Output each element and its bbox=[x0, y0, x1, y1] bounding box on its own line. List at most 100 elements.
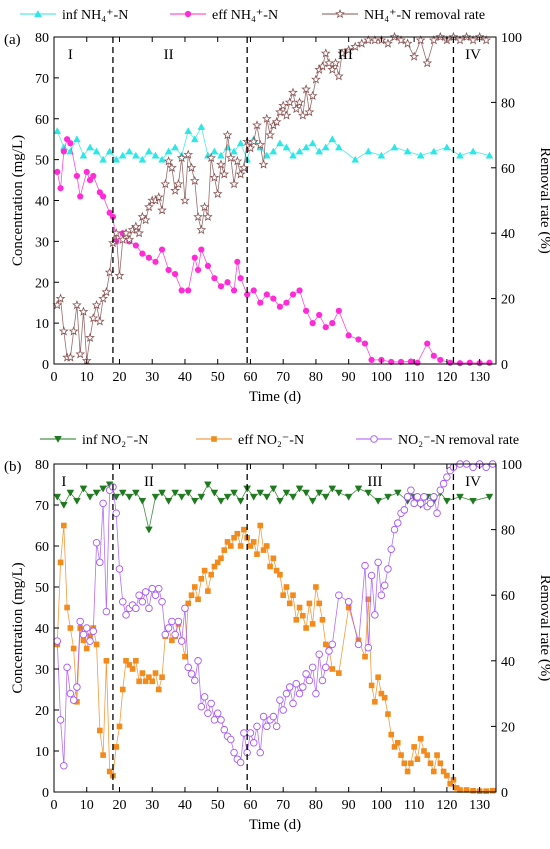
data-point bbox=[101, 286, 112, 297]
x-tick-label: 0 bbox=[51, 370, 58, 385]
data-point bbox=[411, 744, 417, 750]
x-tick-label: 70 bbox=[276, 370, 290, 385]
data-point bbox=[368, 682, 375, 689]
data-point bbox=[210, 489, 219, 497]
data-point bbox=[201, 567, 208, 574]
legend-item: eff NO₂⁻-N bbox=[196, 433, 304, 448]
data-point bbox=[145, 604, 153, 613]
data-point bbox=[436, 486, 445, 494]
y-tick-label: 50 bbox=[35, 581, 49, 596]
data-point bbox=[158, 598, 166, 606]
data-point bbox=[176, 152, 187, 163]
data-point bbox=[299, 683, 307, 691]
data-point bbox=[230, 287, 238, 294]
data-point bbox=[132, 489, 140, 497]
data-point bbox=[276, 497, 284, 505]
data-point bbox=[174, 617, 183, 626]
data-point bbox=[106, 768, 113, 775]
data-point bbox=[420, 493, 428, 501]
legend-marker bbox=[370, 435, 378, 443]
data-point bbox=[390, 143, 399, 151]
data-point bbox=[259, 712, 268, 721]
data-point bbox=[277, 571, 283, 578]
data-point bbox=[422, 58, 433, 68]
data-point bbox=[57, 185, 64, 192]
data-point bbox=[91, 300, 102, 310]
data-point bbox=[237, 275, 244, 282]
data-point bbox=[286, 600, 293, 607]
data-point bbox=[100, 193, 107, 200]
data-point bbox=[255, 139, 266, 150]
data-point bbox=[65, 352, 76, 362]
legend-marker bbox=[184, 10, 192, 18]
data-point bbox=[404, 768, 411, 775]
data-point bbox=[198, 576, 205, 582]
x-tick-label: 80 bbox=[309, 370, 323, 385]
data-point bbox=[73, 172, 81, 180]
data-point bbox=[329, 320, 336, 327]
x-tick-label: 40 bbox=[178, 798, 192, 813]
data-point bbox=[270, 555, 277, 562]
data-point bbox=[413, 493, 422, 501]
data-point bbox=[372, 699, 378, 705]
data-point bbox=[282, 489, 291, 497]
data-point bbox=[113, 744, 120, 750]
data-point bbox=[269, 485, 278, 493]
y-tick-label: 80 bbox=[35, 458, 49, 473]
x-tick-label: 10 bbox=[80, 370, 94, 385]
y-tick-label: 70 bbox=[35, 72, 49, 87]
phase-label: I bbox=[68, 47, 73, 63]
data-point bbox=[455, 35, 465, 45]
data-point bbox=[275, 107, 285, 117]
y-tick-label: 80 bbox=[35, 31, 49, 46]
data-point bbox=[109, 213, 117, 220]
data-point bbox=[73, 135, 81, 143]
data-point bbox=[97, 727, 103, 734]
data-point bbox=[335, 143, 343, 151]
data-point bbox=[197, 493, 206, 501]
data-point bbox=[99, 485, 107, 493]
data-point bbox=[410, 499, 418, 508]
data-point bbox=[295, 689, 304, 698]
legend-marker bbox=[54, 436, 62, 443]
data-point bbox=[344, 598, 353, 606]
y-tick-label: 40 bbox=[35, 622, 49, 637]
data-point bbox=[153, 192, 164, 202]
data-point bbox=[151, 493, 160, 501]
data-point bbox=[291, 103, 302, 114]
data-point bbox=[224, 279, 231, 286]
data-point bbox=[191, 254, 198, 261]
y-tick-label: 40 bbox=[35, 195, 49, 210]
data-point bbox=[217, 283, 225, 290]
data-point bbox=[119, 598, 127, 606]
series-line bbox=[56, 36, 487, 361]
data-point bbox=[78, 306, 89, 316]
data-point bbox=[224, 539, 231, 545]
data-point bbox=[173, 179, 184, 189]
data-point bbox=[374, 558, 382, 567]
data-point bbox=[144, 201, 154, 212]
data-point bbox=[211, 275, 218, 282]
y2-tick-label: 0 bbox=[501, 358, 508, 373]
data-point bbox=[214, 559, 221, 566]
data-point bbox=[453, 785, 460, 791]
data-point bbox=[203, 211, 213, 222]
data-point bbox=[116, 723, 123, 730]
data-point bbox=[54, 168, 61, 175]
data-point bbox=[248, 136, 259, 146]
data-point bbox=[92, 147, 101, 155]
data-point bbox=[180, 195, 190, 205]
x-tick-label: 40 bbox=[178, 370, 192, 385]
data-point bbox=[57, 559, 64, 566]
data-point bbox=[308, 663, 317, 672]
phase-label: III bbox=[338, 47, 353, 63]
data-point bbox=[196, 224, 207, 235]
data-point bbox=[327, 64, 338, 74]
data-point bbox=[260, 547, 267, 553]
x-axis-title: Time (d) bbox=[249, 389, 301, 405]
data-point bbox=[470, 787, 476, 794]
data-point bbox=[336, 670, 342, 676]
legend-label: inf NH₄⁺-N bbox=[62, 8, 128, 23]
data-point bbox=[236, 497, 245, 505]
data-point bbox=[245, 143, 256, 153]
